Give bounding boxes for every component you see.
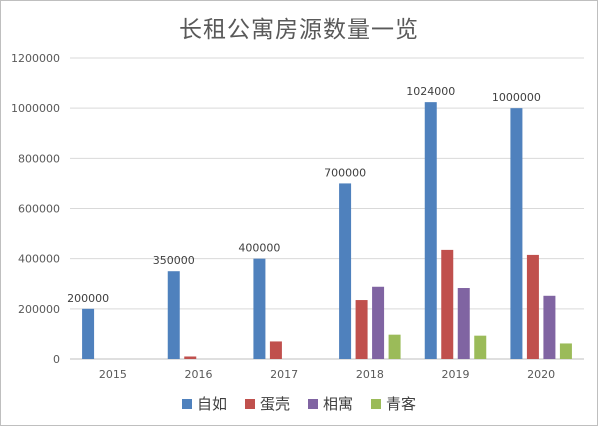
bar [526,254,539,359]
legend-swatch [371,398,382,409]
y-tick-label: 1200000 [11,52,60,65]
x-tick-label: 2019 [442,368,470,381]
chart-legend: 自如 蛋壳 相寓 青客 [0,393,598,414]
y-tick-label: 400000 [18,253,60,266]
x-tick-label: 2017 [270,368,298,381]
bar [388,334,401,359]
bar [82,308,95,359]
legend-swatch [181,398,192,409]
bar [184,356,197,359]
bar [339,183,352,359]
bar [510,108,523,360]
legend-item: 自如 [181,393,227,414]
x-tick-label: 2015 [99,368,127,381]
x-tick-label: 2016 [185,368,213,381]
legend-swatch [308,398,318,409]
legend-item: 相寓 [308,393,353,414]
data-label: 200000 [67,292,109,305]
bar [253,258,266,359]
legend-item: 青客 [371,393,416,414]
bar [441,249,454,359]
y-tick-label: 200000 [18,303,60,316]
bar [559,343,572,359]
y-tick-label: 600000 [18,203,60,216]
bar [167,271,180,359]
data-label: 700000 [324,166,366,179]
bar [424,102,437,359]
legend-swatch [244,398,255,409]
bar [457,288,470,359]
legend-label: 青客 [386,395,417,413]
bar [543,295,556,359]
bar [372,286,385,359]
data-label: 350000 [153,254,195,267]
x-tick-label: 2020 [527,368,555,381]
bar [474,335,487,359]
bar [269,341,282,359]
x-tick-label: 2018 [356,368,384,381]
legend-label: 蛋壳 [259,395,290,413]
legend-label: 自如 [196,395,227,413]
bar [355,300,368,359]
chart-title: 长租公寓房源数量一览 [179,17,419,43]
data-label: 1024000 [406,85,455,98]
legend-label: 相寓 [323,395,354,413]
y-tick-label: 800000 [18,152,60,165]
data-label: 1000000 [492,91,541,104]
data-label: 400000 [238,242,280,255]
y-tick-label: 0 [53,353,60,366]
y-tick-label: 1000000 [11,102,60,115]
legend-item: 蛋壳 [244,393,290,414]
